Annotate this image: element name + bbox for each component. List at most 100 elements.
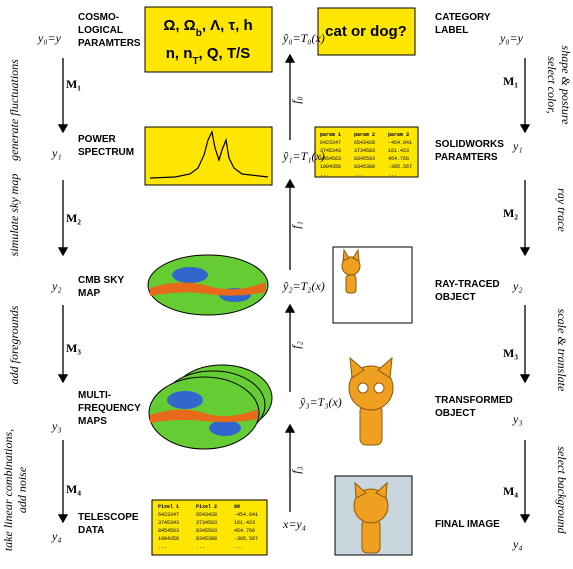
- table-cell: -454.841: [388, 140, 412, 146]
- table-cell: ...: [354, 172, 363, 178]
- node-label: PARAMTERS: [435, 152, 498, 163]
- function-label: f₂: [289, 341, 303, 349]
- action-label: select color,: [545, 56, 559, 113]
- node-label: FREQUENCY: [78, 403, 141, 414]
- action-label: generate fluctuations: [7, 59, 21, 161]
- estimate-label: ŷ₀=T₀(x): [282, 31, 325, 45]
- node-label: DATA: [78, 525, 104, 536]
- table-cell: 6543428: [196, 512, 217, 518]
- estimate-label: x=y₄: [282, 517, 306, 531]
- table-cell: 8345388: [196, 536, 217, 542]
- question: cat or dog?: [325, 23, 407, 40]
- table-cell: 8454563: [158, 528, 179, 534]
- map-label: M₂: [503, 206, 518, 220]
- question-box: [317, 7, 416, 56]
- table-cell: 6543428: [354, 140, 375, 146]
- estimate-label: ŷ₃=T₃(x): [299, 395, 342, 409]
- node-label: TELESCOPE: [78, 512, 139, 523]
- spectrum-curve: [149, 130, 269, 179]
- var-label: y₀=y: [499, 31, 524, 45]
- table-header: 88: [234, 504, 240, 510]
- node-label: MAP: [78, 288, 101, 299]
- map-label: M₁: [503, 74, 518, 88]
- function-label: f₁: [289, 221, 303, 229]
- param-box: [144, 6, 273, 73]
- table-cell: 8345593: [354, 156, 375, 162]
- table-cell: 8345593: [196, 528, 217, 534]
- param-part: Ω, Ω: [163, 17, 195, 34]
- action-label: shape & posture: [559, 46, 573, 126]
- param-line: n, nT, Q, T/S: [166, 45, 250, 67]
- action-label: select background: [555, 446, 569, 534]
- action-label: add noise: [15, 466, 29, 513]
- table-cell: ...: [388, 172, 397, 178]
- action-label: take linear combinations,: [1, 429, 15, 551]
- param-part: T: [192, 56, 198, 67]
- table-cell: 1004356: [320, 164, 341, 170]
- var-label: y₀=y: [37, 31, 62, 45]
- node-label: CATEGORY: [435, 12, 491, 23]
- param-part: n, n: [166, 45, 193, 62]
- estimate-label: ŷ₁=T₁(x): [282, 149, 325, 163]
- node-label: OBJECT: [435, 408, 476, 419]
- node-label: SOLIDWORKS: [435, 139, 504, 150]
- map-label: M₃: [503, 346, 518, 360]
- map-label: M₄: [503, 484, 518, 498]
- map-label: M₁: [66, 77, 81, 91]
- var-label: y₁: [51, 146, 62, 160]
- table-cell: -305.567: [388, 164, 412, 170]
- table-cell: 161.423: [388, 148, 409, 154]
- map-label: M₂: [66, 211, 81, 225]
- node-label: LABEL: [435, 25, 468, 36]
- cat-small: [341, 248, 361, 294]
- var-label: y₃: [512, 412, 523, 426]
- node-label: PARAMTERS: [78, 38, 141, 49]
- node-label: SPECTRUM: [78, 147, 134, 158]
- table-cell: ...: [320, 172, 329, 178]
- table-cell: 3745343: [158, 520, 179, 526]
- action-label: ray trace: [555, 188, 569, 232]
- var-label: y₁: [512, 139, 523, 153]
- table-header: param 2: [354, 132, 375, 138]
- cat-final: [353, 481, 389, 554]
- param-part: , Λ, τ, h: [202, 17, 253, 34]
- action-label: scale & translate: [555, 309, 569, 392]
- node-label: MAPS: [78, 416, 107, 427]
- table-cell: 454.766: [388, 156, 409, 162]
- table-header: Pixel 1: [158, 504, 179, 510]
- table-cell: 161.423: [234, 520, 255, 526]
- action-label: add foregrounds: [7, 305, 21, 384]
- table-cell: ...: [158, 544, 167, 550]
- node-label: FINAL IMAGE: [435, 519, 500, 530]
- table-cell: 8345388: [354, 164, 375, 170]
- map-label: M₃: [66, 341, 81, 355]
- var-label: y₂: [51, 279, 62, 293]
- table-cell: 3734583: [196, 520, 217, 526]
- table-cell: -305.567: [234, 536, 258, 542]
- table-cell: 6423347: [158, 512, 179, 518]
- node-label: OBJECT: [435, 292, 476, 303]
- var-label: y₄: [512, 537, 523, 551]
- var-label: y₃: [51, 419, 62, 433]
- param-part: b: [196, 28, 202, 39]
- table-cell: ...: [234, 544, 243, 550]
- function-label: f₃: [289, 466, 303, 474]
- data-box: [151, 499, 268, 556]
- node-label: CMB SKY: [78, 275, 124, 286]
- node-label: LOGICAL: [78, 25, 123, 36]
- table-cell: 6423347: [320, 140, 341, 146]
- estimate-label: ŷ₂=T₂(x): [282, 279, 325, 293]
- table-cell: 3745343: [320, 148, 341, 154]
- param-line: Ω, Ωb, Λ, τ, h: [163, 17, 252, 39]
- var-label: y₂: [512, 279, 523, 293]
- table-cell: 454.766: [234, 528, 255, 534]
- table-cell: -454.841: [234, 512, 258, 518]
- cat-large: [348, 356, 394, 446]
- arrows: [57, 53, 531, 524]
- table-cell: 1004356: [158, 536, 179, 542]
- map-label: M₄: [66, 482, 81, 496]
- table-header: Pixel 2: [196, 504, 217, 510]
- param-part: , Q, T/S: [199, 45, 251, 62]
- sky-map: [147, 254, 269, 316]
